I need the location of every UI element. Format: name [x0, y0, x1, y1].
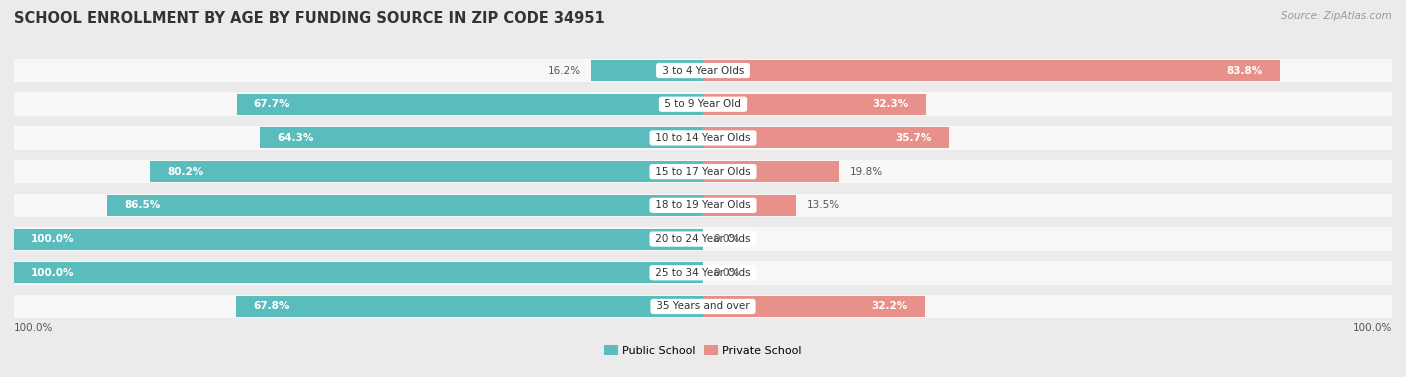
Bar: [14, 160, 1392, 184]
Bar: [14, 228, 703, 250]
Bar: [14, 295, 1392, 318]
Text: 5 to 9 Year Old: 5 to 9 Year Old: [661, 99, 745, 109]
Bar: [703, 195, 796, 216]
Text: 100.0%: 100.0%: [31, 234, 75, 244]
Text: 10 to 14 Year Olds: 10 to 14 Year Olds: [652, 133, 754, 143]
Text: SCHOOL ENROLLMENT BY AGE BY FUNDING SOURCE IN ZIP CODE 34951: SCHOOL ENROLLMENT BY AGE BY FUNDING SOUR…: [14, 11, 605, 26]
Bar: [592, 60, 703, 81]
Bar: [14, 261, 1392, 285]
Text: 16.2%: 16.2%: [548, 66, 581, 75]
Text: 100.0%: 100.0%: [1353, 323, 1392, 333]
Text: 100.0%: 100.0%: [14, 323, 53, 333]
Text: 19.8%: 19.8%: [849, 167, 883, 177]
Text: 3 to 4 Year Olds: 3 to 4 Year Olds: [658, 66, 748, 75]
Bar: [703, 127, 949, 149]
Text: 18 to 19 Year Olds: 18 to 19 Year Olds: [652, 200, 754, 210]
Bar: [150, 161, 703, 182]
Bar: [236, 94, 703, 115]
Text: 25 to 34 Year Olds: 25 to 34 Year Olds: [652, 268, 754, 278]
Bar: [107, 195, 703, 216]
Text: 67.8%: 67.8%: [253, 302, 290, 311]
Text: 0.0%: 0.0%: [713, 234, 740, 244]
Text: 20 to 24 Year Olds: 20 to 24 Year Olds: [652, 234, 754, 244]
Bar: [14, 262, 703, 283]
Text: 67.7%: 67.7%: [254, 99, 290, 109]
Bar: [14, 193, 1392, 217]
Text: 13.5%: 13.5%: [807, 200, 839, 210]
Legend: Public School, Private School: Public School, Private School: [600, 341, 806, 360]
Bar: [14, 227, 1392, 251]
Text: 32.2%: 32.2%: [872, 302, 908, 311]
Bar: [14, 59, 1392, 82]
Text: 64.3%: 64.3%: [277, 133, 314, 143]
Text: 86.5%: 86.5%: [124, 200, 160, 210]
Text: 32.3%: 32.3%: [872, 99, 908, 109]
Text: 35.7%: 35.7%: [896, 133, 932, 143]
Text: Source: ZipAtlas.com: Source: ZipAtlas.com: [1281, 11, 1392, 21]
Text: 0.0%: 0.0%: [713, 268, 740, 278]
Bar: [703, 94, 925, 115]
Text: 83.8%: 83.8%: [1227, 66, 1263, 75]
Bar: [236, 296, 703, 317]
Text: 80.2%: 80.2%: [167, 167, 204, 177]
Text: 100.0%: 100.0%: [31, 268, 75, 278]
Text: 35 Years and over: 35 Years and over: [652, 302, 754, 311]
Bar: [703, 296, 925, 317]
Bar: [703, 161, 839, 182]
Bar: [260, 127, 703, 149]
Bar: [703, 60, 1281, 81]
Bar: [14, 126, 1392, 150]
Bar: [14, 92, 1392, 116]
Text: 15 to 17 Year Olds: 15 to 17 Year Olds: [652, 167, 754, 177]
